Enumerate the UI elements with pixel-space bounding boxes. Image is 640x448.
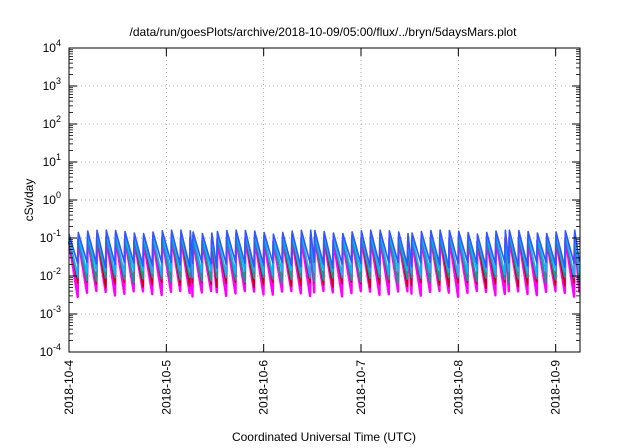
data-series-line <box>68 229 581 269</box>
y-tick-label: 10-1 <box>40 228 61 245</box>
x-axis-label: Coordinated Universal Time (UTC) <box>232 430 416 444</box>
chart-title: /data/run/goesPlots/archive/2018-10-09/0… <box>130 25 518 39</box>
x-tick-label: 2018-10-6 <box>257 360 271 415</box>
y-tick-label: 100 <box>43 190 61 207</box>
data-series-group <box>67 229 581 299</box>
y-tick-label: 10-2 <box>40 266 61 283</box>
y-tick-label: 104 <box>43 38 61 55</box>
x-tick-label: 2018-10-4 <box>62 360 76 415</box>
x-tick-label: 2018-10-9 <box>549 360 563 415</box>
x-tick-label: 2018-10-7 <box>354 360 368 415</box>
gridlines <box>69 48 580 352</box>
y-axis-ticks: 10-4 10-3 10-2 10-1 100 101 102 103 104 <box>40 38 580 359</box>
y-tick-label: 103 <box>43 76 61 93</box>
x-tick-label: 2018-10-8 <box>451 360 465 415</box>
x-tick-label: 2018-10-5 <box>159 360 173 415</box>
y-tick-label: 10-4 <box>40 342 61 359</box>
y-tick-label: 102 <box>43 114 61 131</box>
x-axis-ticks: 2018-10-4 2018-10-5 2018-10-6 2018-10-7 2018… <box>62 48 563 415</box>
y-tick-label: 101 <box>43 152 61 169</box>
y-axis-label: cSv/day <box>22 179 36 222</box>
y-tick-label: 10-3 <box>40 304 61 321</box>
